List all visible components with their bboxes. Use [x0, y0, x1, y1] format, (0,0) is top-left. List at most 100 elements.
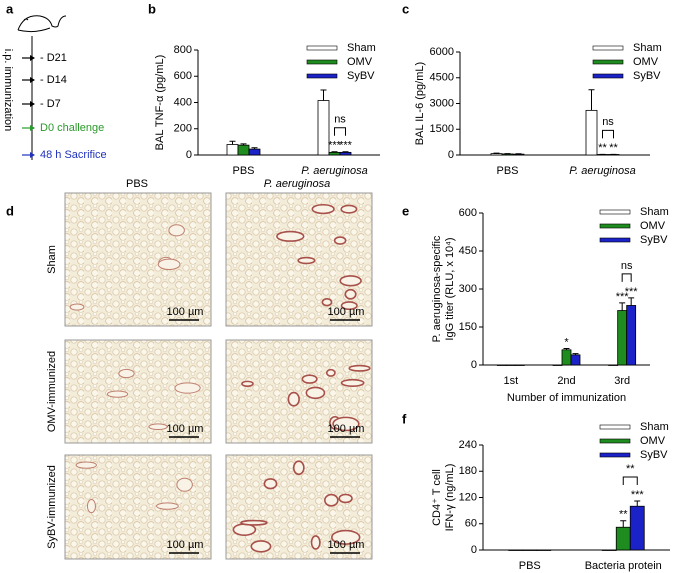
airway	[69, 303, 85, 311]
y-axis-label: IgG titer (RLU, x 10⁴)	[444, 237, 456, 340]
x-tick-label: PBS	[519, 560, 541, 572]
y-axis-label: BAL TNF-α (pg/mL)	[154, 55, 166, 151]
event-label: - D21	[40, 52, 67, 64]
event-label: - D14	[40, 74, 67, 86]
airway	[305, 386, 326, 400]
scale-bar-label: 100 µm	[167, 306, 204, 318]
airway	[348, 364, 371, 372]
airway	[297, 256, 316, 265]
airway	[168, 224, 185, 237]
y-axis-label: CD4⁺ T cell	[431, 469, 443, 526]
airway	[176, 477, 193, 492]
y-tick-label: 300	[459, 283, 477, 295]
y-tick-label: 600	[459, 207, 477, 219]
error-bar	[342, 151, 349, 153]
x-tick-label: 2nd	[557, 375, 575, 387]
airway	[311, 203, 335, 215]
x-tick-label: PBS	[232, 165, 254, 177]
x-tick-label: PBS	[496, 165, 518, 177]
arrow-head	[30, 55, 35, 61]
airway	[333, 236, 347, 245]
scale-bar-label: 100 µm	[167, 539, 204, 551]
error-bar	[634, 500, 641, 507]
comparison-bracket	[334, 127, 346, 136]
legend-swatch	[592, 45, 624, 51]
error-bar	[251, 147, 258, 150]
legend-swatch	[306, 45, 338, 51]
airway	[174, 382, 201, 394]
bar	[615, 526, 631, 551]
significance-label: **	[598, 142, 607, 154]
arrow-head	[30, 152, 35, 158]
airway	[75, 461, 97, 469]
legend-swatch	[599, 209, 631, 215]
airway	[86, 499, 96, 514]
legend-swatch	[599, 237, 631, 243]
airway	[340, 301, 358, 311]
event-label: 48 h Sacrifice	[40, 149, 107, 161]
bar	[490, 153, 503, 156]
y-tick-label: 60	[465, 518, 477, 530]
panel-label: c	[402, 1, 409, 16]
airway	[106, 390, 129, 398]
x-tick-label: 3rd	[614, 375, 630, 387]
bar	[570, 354, 581, 366]
y-tick-label: 120	[459, 491, 477, 503]
y-tick-label: 3000	[430, 97, 454, 109]
column-header: P. aeruginosa	[264, 178, 330, 190]
y-tick-label: 0	[471, 544, 477, 556]
legend-label: Sham	[640, 206, 669, 218]
x-tick-label: Bacteria protein	[585, 560, 662, 572]
error-bar	[620, 520, 627, 528]
legend-swatch	[592, 59, 624, 65]
airway	[250, 540, 272, 553]
airway	[276, 230, 305, 242]
airway	[339, 275, 362, 287]
y-tick-label: 6000	[430, 46, 454, 58]
legend-label: Sham	[347, 42, 376, 54]
bar	[617, 310, 628, 366]
comparison-label: ns	[621, 260, 633, 272]
airway	[240, 519, 268, 526]
bar	[226, 144, 239, 156]
significance-label: **	[619, 509, 628, 521]
bar	[585, 109, 598, 156]
y-tick-label: 4500	[430, 72, 454, 84]
y-tick-label: 1500	[430, 123, 454, 135]
legend-label: SyBV	[640, 234, 668, 246]
y-tick-label: 240	[459, 439, 477, 451]
error-bar	[563, 348, 570, 350]
panel-label: f	[402, 411, 407, 426]
bar	[248, 148, 261, 156]
airway	[287, 391, 300, 407]
airway	[325, 368, 336, 377]
significance-label: ***	[616, 291, 630, 303]
airway	[310, 535, 321, 550]
legend-label: SyBV	[347, 70, 375, 82]
mouse-icon	[17, 15, 67, 33]
legend-label: Sham	[633, 42, 662, 54]
scale-bar-label: 100 µm	[328, 306, 365, 318]
panel-label: e	[402, 203, 409, 218]
x-axis-label: Number of immunization	[507, 392, 626, 404]
airway	[241, 380, 254, 387]
y-tick-label: 180	[459, 465, 477, 477]
bar	[561, 349, 572, 366]
legend-swatch	[599, 452, 631, 458]
legend-swatch	[599, 223, 631, 229]
airway	[338, 493, 353, 504]
airway	[292, 460, 305, 476]
scale-bar-label: 100 µm	[328, 539, 365, 551]
comparison-label: **	[626, 463, 635, 475]
airway	[156, 502, 179, 510]
legend-label: SyBV	[640, 449, 668, 461]
legend-label: OMV	[347, 56, 373, 68]
histology-image	[64, 192, 212, 327]
legend-swatch	[599, 424, 631, 430]
x-tick-label: P. aeruginosa	[301, 165, 367, 177]
airway	[340, 204, 358, 214]
row-label: SyBV-immunized	[46, 465, 58, 549]
airway	[344, 288, 357, 300]
legend-label: OMV	[640, 435, 666, 447]
